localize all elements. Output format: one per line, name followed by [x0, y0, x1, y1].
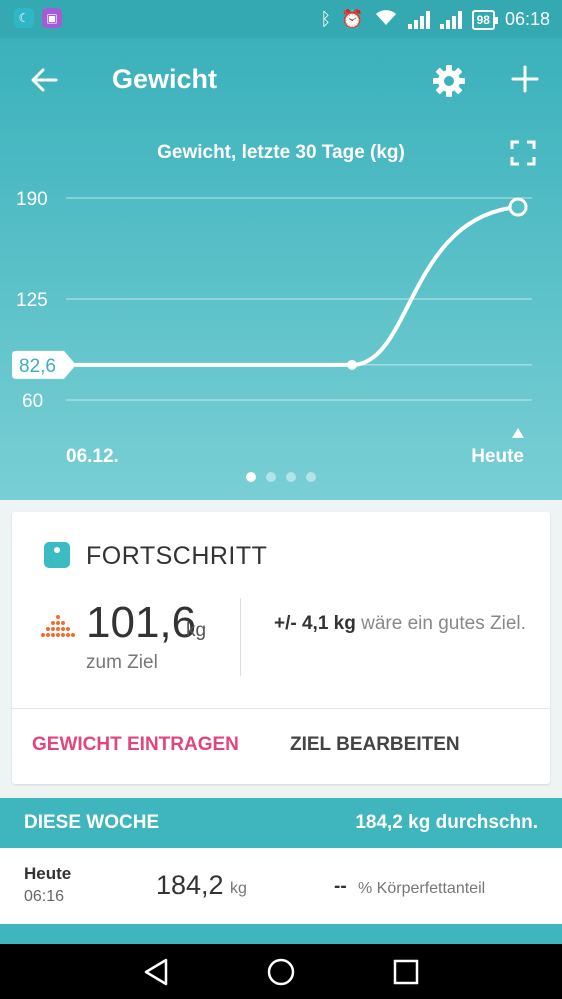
- card-title: FORTSCHRITT: [86, 542, 268, 570]
- navigation-bar: [0, 944, 562, 999]
- remaining-value: 101,6: [86, 598, 197, 647]
- back-arrow-icon[interactable]: [26, 62, 62, 98]
- list-item[interactable]: Heute 06:16 184,2 kg -- % Körperfettante…: [0, 848, 562, 924]
- entry-unit: kg: [230, 880, 247, 897]
- signal-icon-2: [439, 10, 462, 29]
- y-tick-60: 60: [22, 391, 43, 412]
- page-indicator: [0, 472, 562, 482]
- hint-prefix: +/-: [274, 613, 302, 634]
- hint-text: wäre ein gutes Ziel.: [355, 613, 526, 634]
- bluetooth-icon: ᛒ: [320, 9, 332, 29]
- wifi-icon: [374, 8, 398, 31]
- add-icon[interactable]: [508, 62, 542, 96]
- data-point-mid[interactable]: [347, 359, 357, 370]
- gallery-app-icon: ▣: [42, 8, 62, 28]
- week-average: 184,2 kg durchschn.: [355, 812, 538, 833]
- today-marker-icon: [512, 428, 524, 438]
- week-label: DIESE WOCHE: [24, 812, 160, 833]
- remaining-label: zum Ziel: [86, 652, 158, 673]
- page-title: Gewicht: [112, 64, 218, 94]
- nav-home-icon[interactable]: [265, 956, 297, 988]
- page-dot[interactable]: [246, 472, 256, 482]
- week-header: DIESE WOCHE 184,2 kg durchschn.: [0, 798, 562, 848]
- weight-hero: Gewicht Gewicht, letzte 30 Tage (kg): [0, 38, 562, 500]
- y-tick-125: 125: [16, 290, 48, 311]
- remaining-unit: kg: [186, 620, 207, 641]
- toolbar: Gewicht: [0, 38, 562, 124]
- x-label-end: Heute: [471, 446, 524, 467]
- scale-icon: [44, 542, 70, 568]
- entry-weight: 184,2: [156, 870, 224, 900]
- page-dot[interactable]: [306, 472, 316, 482]
- x-label-start: 06.12.: [66, 446, 119, 467]
- nav-back-icon[interactable]: [140, 956, 172, 988]
- page-dot[interactable]: [286, 472, 296, 482]
- progress-card: FORTSCHRITT 101,6 kg zum Ziel +/- 4,1 kg…: [12, 512, 550, 784]
- data-point-latest[interactable]: [508, 197, 528, 217]
- battery-icon: 98: [471, 9, 499, 30]
- fullscreen-icon[interactable]: [508, 138, 538, 168]
- current-value-badge: [12, 350, 76, 379]
- moon-app-icon: ☾: [14, 8, 34, 28]
- divider: [12, 708, 550, 709]
- entry-fat-value: --: [334, 876, 347, 897]
- y-tick-190: 190: [16, 189, 48, 210]
- weight-chart[interactable]: 190 125 60 82,6 06.12. Heute: [0, 178, 562, 468]
- progress-stairs-icon: [41, 615, 75, 637]
- hint-value: 4,1 kg: [301, 613, 356, 634]
- entry-time: 06:16: [24, 888, 65, 905]
- clock: 06:18: [504, 9, 550, 29]
- gear-icon[interactable]: [430, 62, 468, 100]
- next-week-header-partial: [0, 924, 562, 944]
- goal-hint: +/- 4,1 kg wäre ein gutes Ziel.: [274, 610, 534, 638]
- entry-day: Heute: [24, 864, 72, 883]
- signal-icon-1: [407, 10, 430, 29]
- status-bar: ☾ ▣ ᛒ ⏰ 98 06:18: [0, 0, 562, 38]
- log-weight-button[interactable]: GEWICHT EINTRAGEN: [32, 734, 239, 755]
- entry-fat-label: % Körperfettanteil: [358, 880, 486, 897]
- page-dot[interactable]: [266, 472, 276, 482]
- chart-title: Gewicht, letzte 30 Tage (kg): [157, 142, 405, 163]
- current-value-label: 82,6: [19, 356, 56, 377]
- divider: [240, 598, 241, 676]
- nav-recent-apps-icon[interactable]: [390, 956, 422, 988]
- edit-goal-button[interactable]: ZIEL BEARBEITEN: [290, 734, 460, 755]
- weight-series-line: [74, 205, 520, 367]
- alarm-icon: ⏰: [341, 9, 364, 29]
